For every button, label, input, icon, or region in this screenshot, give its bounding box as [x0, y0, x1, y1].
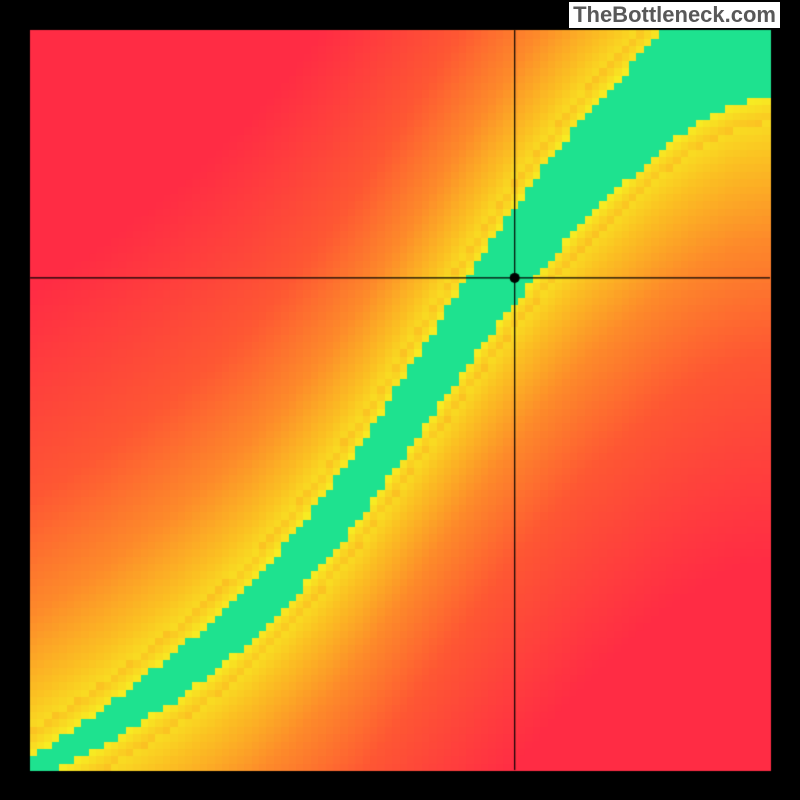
crosshair-overlay	[0, 0, 800, 800]
chart-frame: TheBottleneck.com	[0, 0, 800, 800]
attribution-label: TheBottleneck.com	[569, 2, 780, 28]
